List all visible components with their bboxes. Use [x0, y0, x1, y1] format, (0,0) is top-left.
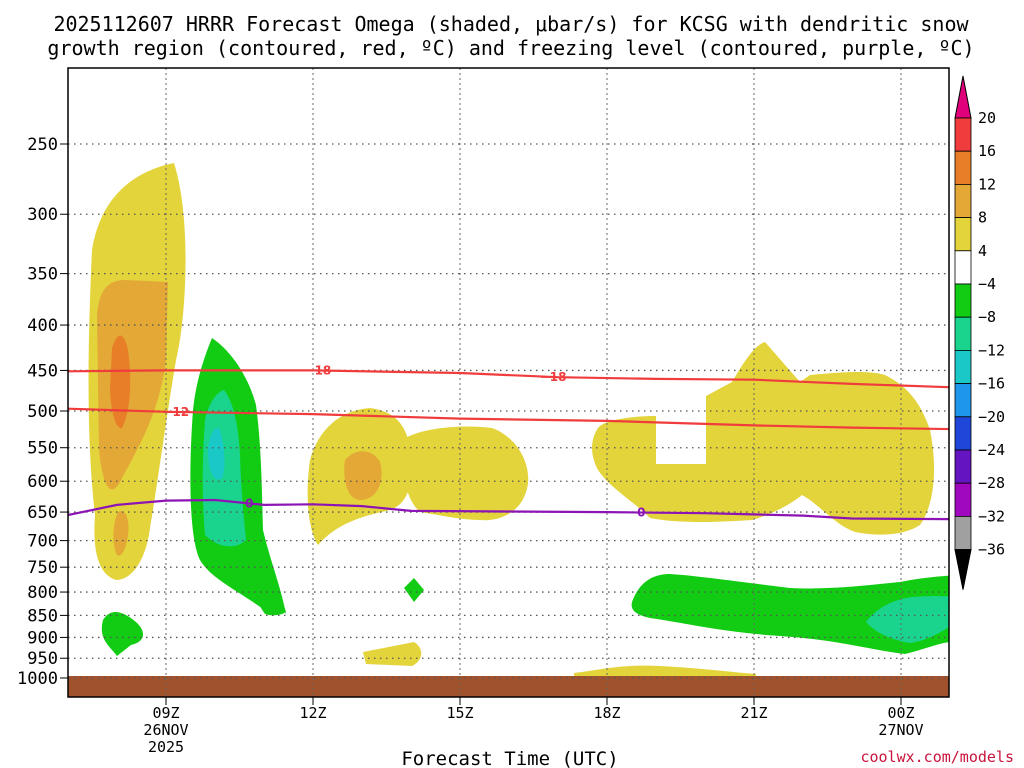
omega-area-upward-8-midday-cell	[344, 451, 382, 500]
x-tick-label: 09Z	[152, 704, 179, 722]
y-tick-label: 400	[27, 316, 58, 336]
omega-area-downward-4-band-tip	[248, 560, 286, 616]
colorbar-swatch	[954, 482, 972, 517]
plot-frame	[67, 67, 950, 698]
chart-title-line-2: growth region (contoured, red, ºC) and f…	[47, 36, 974, 60]
omega-area-downward-12-morning-band	[208, 428, 225, 480]
y-axis: 2503003504004505005506006507007508008509…	[17, 135, 68, 689]
colorbar-label: 8	[978, 209, 987, 227]
colorbar-label: −12	[978, 341, 1005, 359]
colorbar-label: −16	[978, 375, 1005, 393]
contour-label-freezing-level-0: 0	[637, 505, 645, 519]
ground-below-surface	[68, 676, 949, 697]
y-tick-label: 650	[27, 503, 58, 523]
x-tick-date: 26NOV	[143, 721, 188, 739]
y-tick-label: 850	[27, 606, 58, 626]
y-tick-label: 1000	[17, 669, 58, 689]
colorbar-label: −28	[978, 474, 1005, 492]
y-tick-label: 300	[27, 205, 58, 225]
contour-dendritic-minus12	[68, 407, 949, 431]
y-tick-label: 250	[27, 135, 58, 155]
colorbar-label: 20	[978, 109, 996, 127]
omega-area-upward-4-center-cell	[401, 426, 529, 521]
contour-label-dendritic-minus12: −12	[162, 405, 189, 419]
colorbar-swatch	[954, 416, 972, 451]
y-tick-label: 550	[27, 439, 58, 459]
omega-area-downward-4-low-west	[101, 611, 144, 656]
contour-label-dendritic-minus18: −18	[305, 364, 332, 378]
contour-label-dendritic-minus18: −18	[540, 370, 567, 384]
contour-dendritic-minus18	[68, 369, 949, 389]
y-tick-label: 750	[27, 558, 58, 578]
credit-text: coolwx.com/models	[860, 748, 1014, 766]
omega-shaded-field	[88, 163, 949, 680]
x-tick-label: 18Z	[593, 704, 620, 722]
line-contours	[68, 369, 949, 521]
colorbar-swatch	[954, 516, 972, 551]
colorbar-swatch	[954, 283, 972, 318]
colorbar-label: 12	[978, 175, 996, 193]
colorbar-swatch	[954, 217, 972, 252]
colorbar-swatch	[954, 150, 972, 185]
chart-title-line-1: 2025112607 HRRR Forecast Omega (shaded, …	[53, 12, 969, 36]
colorbar-swatch	[954, 383, 972, 418]
x-tick-label: 00Z	[887, 704, 914, 722]
colorbar-legend: 20 16 12 8 4 −4 −8 −12 −16 −20 −24 −28 −32 −36	[954, 75, 1005, 590]
omega-area-upward-8-west-column	[97, 280, 168, 490]
colorbar-label: −24	[978, 441, 1005, 459]
y-tick-label: 700	[27, 532, 58, 552]
contour-labels: −18 −18 −12 0 0	[162, 364, 645, 520]
omega-area-downward-4-east-band	[631, 574, 949, 654]
y-tick-label: 800	[27, 583, 58, 603]
colorbar-label: 16	[978, 142, 996, 160]
colorbar-label: −4	[978, 275, 996, 293]
colorbar-swatch	[954, 449, 972, 484]
colorbar-label: 4	[978, 242, 987, 260]
colorbar-label: −32	[978, 507, 1005, 525]
x-tick-year: 2025	[148, 738, 184, 756]
colorbar-swatch	[954, 349, 972, 384]
colorbar-swatch	[954, 250, 972, 285]
colorbar-lower-arrow	[954, 549, 972, 590]
y-tick-label: 600	[27, 472, 58, 492]
omega-area-downward-4-small-cell	[404, 578, 424, 602]
omega-area-upward-12-west-column	[110, 335, 131, 429]
colorbar-label: −20	[978, 408, 1005, 426]
x-tick-date: 27NOV	[878, 721, 923, 739]
y-tick-label: 450	[27, 361, 58, 381]
x-tick-label: 21Z	[740, 704, 767, 722]
colorbar-label: −8	[978, 308, 996, 326]
x-axis-label: Forecast Time (UTC)	[401, 748, 618, 768]
omega-area-upward-4-low-cell	[363, 642, 422, 666]
x-tick-label: 15Z	[446, 704, 473, 722]
y-tick-label: 900	[27, 628, 58, 648]
y-tick-label: 350	[27, 265, 58, 285]
y-tick-label: 950	[27, 649, 58, 669]
y-tick-label: 500	[27, 402, 58, 422]
omega-area-upward-4-east-block	[592, 342, 935, 535]
colorbar-upper-arrow	[954, 75, 972, 119]
colorbar-label: −36	[978, 541, 1005, 559]
omega-area-upward-8-lower-west	[113, 511, 129, 556]
omega-area-downward-8-east-band	[866, 596, 949, 643]
x-tick-label: 12Z	[299, 704, 326, 722]
colorbar-swatch	[954, 183, 972, 218]
contour-label-freezing-level-0: 0	[245, 496, 253, 510]
contour-freezing-level-0	[68, 498, 949, 521]
colorbar-swatch	[954, 316, 972, 351]
omega-area-downward-8-morning-band	[202, 390, 246, 547]
colorbar-swatch	[954, 117, 972, 152]
